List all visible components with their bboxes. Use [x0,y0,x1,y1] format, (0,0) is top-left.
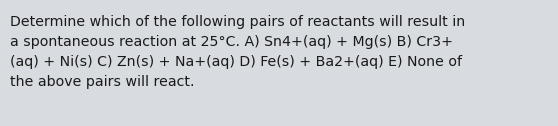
Text: Determine which of the following pairs of reactants will result in
a spontaneous: Determine which of the following pairs o… [10,15,465,89]
